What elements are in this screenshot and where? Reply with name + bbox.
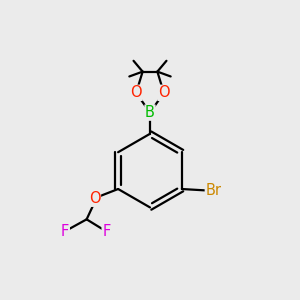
- Text: O: O: [130, 85, 142, 100]
- Text: Br: Br: [206, 183, 221, 198]
- Text: F: F: [61, 224, 69, 238]
- Text: O: O: [158, 85, 170, 100]
- Text: F: F: [102, 224, 110, 238]
- Text: B: B: [145, 105, 155, 120]
- Text: O: O: [89, 191, 100, 206]
